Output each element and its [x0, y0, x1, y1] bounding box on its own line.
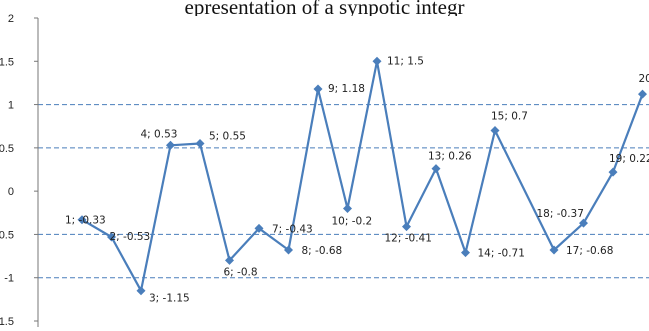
y-tick-label: -1	[4, 273, 14, 285]
series-markers	[77, 56, 647, 296]
data-point-marker	[195, 139, 205, 149]
y-tick-label: 0	[8, 186, 14, 198]
data-point-marker	[490, 126, 500, 136]
reference-lines	[38, 104, 649, 279]
series-line	[81, 60, 644, 292]
data-point-marker	[225, 255, 234, 265]
data-point-marker	[77, 215, 87, 225]
data-label: 9; 1.18	[328, 83, 365, 95]
data-point-marker	[549, 245, 559, 255]
data-point-marker	[166, 140, 175, 150]
data-label: 12; -0.41	[385, 233, 432, 245]
data-label: 19; 0.22	[609, 153, 649, 165]
data-label: 13; 0.26	[428, 151, 472, 163]
data-point-marker	[372, 56, 382, 66]
data-label: 15; 0.7	[491, 111, 528, 123]
y-tick-label: -1.5	[0, 316, 14, 328]
y-tick-label: -0.5	[0, 229, 14, 241]
y-tick-label: 2	[8, 13, 14, 25]
data-point-marker	[343, 203, 352, 213]
data-label: 1; -0.33	[65, 215, 106, 227]
data-label: 17; -0.68	[566, 245, 613, 257]
data-label: 18; -0.37	[537, 208, 584, 220]
data-labels: 1; -0.33 2; -0.53 3; -1.15 4; 0.53 5; 0.55 6;…	[65, 55, 649, 304]
data-point-marker	[431, 164, 441, 174]
data-label: 3; -1.15	[149, 293, 190, 305]
data-point-marker	[638, 89, 647, 99]
data-point-marker	[579, 218, 588, 228]
data-label: 20; 1.12	[639, 73, 649, 85]
data-point-marker	[461, 248, 470, 258]
data-point-marker	[284, 245, 293, 255]
data-point-marker	[254, 223, 264, 233]
data-point-marker	[107, 232, 116, 242]
data-label: 11; 1.5	[387, 55, 424, 67]
data-point-marker	[136, 286, 146, 296]
data-label: 14; -0.71	[478, 248, 525, 260]
data-point-marker	[313, 84, 323, 94]
data-label: 8; -0.68	[302, 245, 343, 257]
data-point-marker	[402, 222, 411, 232]
data-label: 10; -0.2	[332, 215, 373, 227]
y-axis	[34, 17, 39, 327]
data-label: 2; -0.53	[110, 231, 151, 243]
data-point-marker	[608, 167, 618, 177]
y-tick-label: 1	[8, 100, 14, 112]
data-label: 4; 0.53	[141, 128, 178, 140]
data-label: 5; 0.55	[209, 131, 246, 143]
data-label: 6; -0.8	[224, 266, 258, 278]
caption-fragment: epresentation of a synpotic integr	[184, 0, 465, 16]
y-tick-labels: 2 1.5 1 0.5 0 -0.5 -1 -1.5	[0, 13, 14, 328]
y-tick-label: 0.5	[0, 143, 14, 155]
y-tick-label: 1.5	[0, 56, 14, 68]
data-label: 7; -0.43	[272, 223, 313, 235]
